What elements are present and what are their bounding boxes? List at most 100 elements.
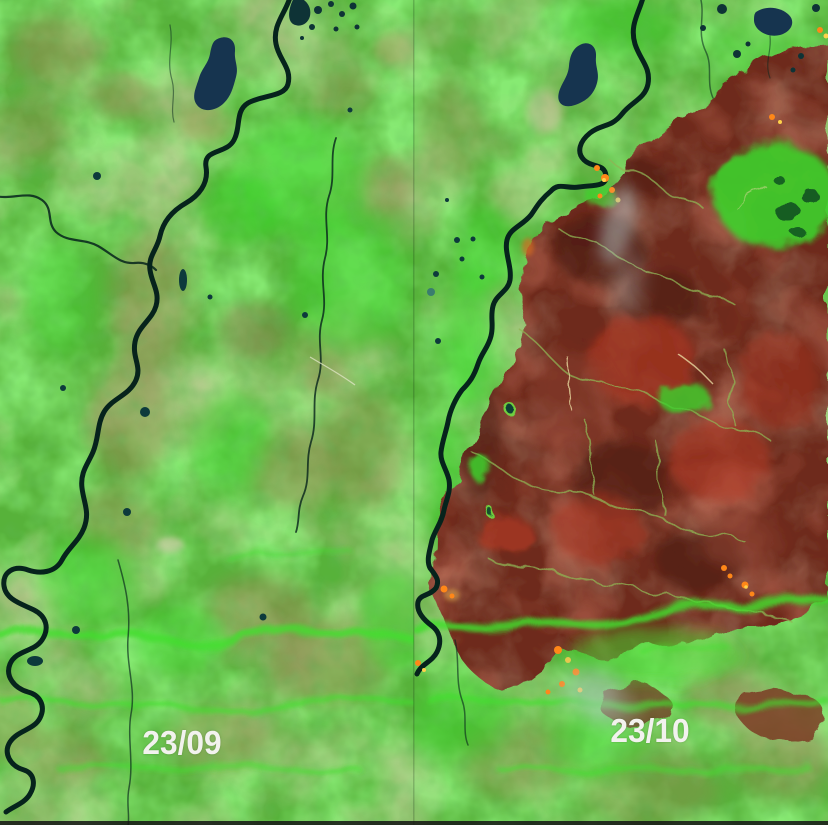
pond (454, 237, 460, 243)
date-label-after: 23/10 (610, 712, 690, 749)
pond (798, 53, 804, 59)
forest-patch (791, 227, 805, 237)
fire-hotspot (594, 165, 600, 171)
pond (433, 271, 439, 277)
firebreak-lines (565, 187, 769, 411)
pond (349, 2, 357, 10)
pond (302, 312, 308, 318)
fire-hotspot (440, 585, 448, 593)
meander-valleys-after (414, 595, 828, 775)
tributary-stream (0, 194, 158, 272)
pond (459, 256, 465, 262)
date-label-before: 23/09 (142, 724, 222, 761)
smoke-plume (613, 253, 643, 317)
pond (60, 385, 66, 391)
pond (354, 24, 360, 30)
smoke-plume (562, 668, 622, 712)
pond (314, 6, 322, 14)
pond (812, 4, 820, 12)
fire-hotspot (769, 114, 775, 120)
smoke-plume (586, 696, 638, 728)
pond (259, 613, 267, 621)
panel-after (414, 0, 828, 825)
fire-hotspot (823, 33, 828, 39)
meander-valleys-before (0, 548, 414, 775)
fire-hotspot (602, 178, 606, 182)
fire-hotspot (817, 27, 823, 33)
pond (790, 67, 796, 73)
fire-hotspot (749, 591, 755, 597)
fire-hotspot (554, 646, 562, 654)
pond (486, 508, 496, 518)
panel-divider (413, 0, 415, 825)
fire-hotspot (721, 565, 727, 571)
main-river (1, 0, 292, 815)
panel-before (0, 0, 414, 825)
pond (479, 274, 485, 280)
scattered-ponds (427, 198, 485, 344)
thin-stream (295, 137, 337, 533)
thin-stream (117, 559, 134, 825)
scattered-ponds (27, 107, 353, 666)
pond (309, 24, 315, 30)
wetland-ponds (289, 0, 360, 40)
fire-hotspot (415, 660, 421, 666)
thin-creek (767, 35, 771, 79)
pond (93, 172, 101, 180)
lake (558, 43, 598, 107)
fire-hotspot (522, 238, 534, 256)
pond (347, 107, 353, 113)
fire-hotspot (545, 689, 551, 695)
thin-stream (454, 639, 469, 746)
fire-hotspot (778, 120, 782, 124)
pond (72, 626, 80, 634)
smoke-plumes (562, 186, 643, 728)
letterbox-bar (0, 821, 828, 825)
unburned-green-islands (470, 143, 828, 482)
fire-hotspot (422, 668, 426, 672)
lake (194, 37, 237, 111)
pond (427, 288, 435, 296)
pond (745, 41, 751, 47)
wetland-ponds (700, 4, 820, 73)
fire-hotspot (727, 573, 733, 579)
pond (717, 4, 727, 14)
forest-patch (772, 173, 782, 183)
thin-creek (169, 24, 175, 123)
dirt-track-line (309, 356, 356, 386)
main-river (414, 0, 651, 677)
pond (754, 7, 793, 36)
fire-hotspot (449, 593, 455, 599)
fire-hotspot (565, 657, 571, 663)
pond (179, 269, 187, 291)
pond (700, 25, 706, 31)
pond (27, 656, 43, 666)
pond (445, 198, 449, 202)
pond (339, 11, 345, 17)
fire-hotspots (415, 27, 828, 695)
smoke-plume (599, 186, 637, 264)
forest-patch (801, 189, 819, 203)
pond (207, 294, 213, 300)
fire-hotspot (597, 193, 603, 199)
pond (470, 236, 476, 242)
pond (300, 36, 304, 40)
thin-creek (700, 0, 714, 99)
pond (123, 508, 131, 516)
forest-patch (775, 203, 801, 221)
pond (505, 404, 517, 416)
river-system-after (414, 0, 771, 746)
pond (140, 407, 150, 417)
green-veins (469, 159, 791, 621)
fire-hotspot (744, 585, 748, 589)
pond (733, 50, 741, 58)
pond (289, 0, 311, 26)
fine-texture (0, 0, 414, 825)
pond (328, 1, 334, 7)
pond (333, 26, 339, 32)
river-system-before (0, 0, 337, 825)
fire-hotspot (609, 187, 615, 193)
pond (435, 338, 441, 344)
